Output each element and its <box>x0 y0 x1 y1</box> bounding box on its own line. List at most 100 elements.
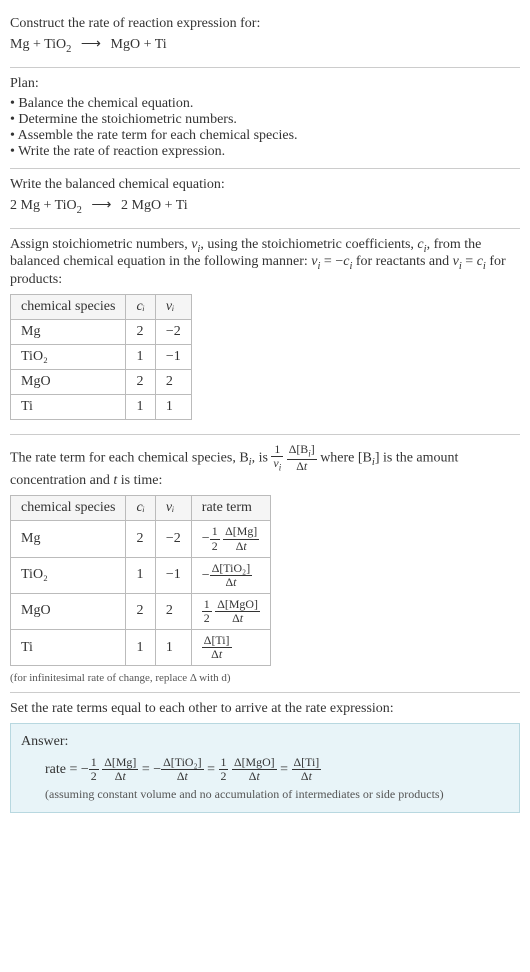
td-c: 2 <box>126 593 155 629</box>
dd-b: t <box>243 539 246 553</box>
d-den: Δt <box>215 612 260 625</box>
sp-tio2-sub: 2 <box>77 205 82 216</box>
frac-num: Δ[Bi] <box>287 443 317 460</box>
stoich-section: Assign stoichiometric numbers, νi, using… <box>10 229 520 436</box>
plan-list: Balance the chemical equation. Determine… <box>10 96 520 160</box>
frac-den: νi <box>271 457 283 473</box>
plus-2: + <box>140 37 155 52</box>
plan-section: Plan: Balance the chemical equation. Det… <box>10 68 520 169</box>
rt-text-c: where [B <box>320 451 372 466</box>
sign: − <box>202 531 210 546</box>
intro-section: Construct the rate of reaction expressio… <box>10 8 520 68</box>
rt-text-a: The rate term for each chemical species,… <box>10 451 249 466</box>
td-nu: 1 <box>155 395 191 420</box>
rateterm-table: chemical species cᵢ νᵢ rate term Mg 2 −2… <box>10 495 271 666</box>
th-ci-text: cᵢ <box>136 299 144 314</box>
coef-3: 2 <box>121 198 128 213</box>
td-c: 2 <box>126 370 155 395</box>
th-nui: νᵢ <box>155 295 191 320</box>
table-row: Mg 2 −2 −12 Δ[Mg]Δt <box>11 521 271 557</box>
rateterm-note: (for infinitesimal rate of change, repla… <box>10 672 520 684</box>
td-c: 1 <box>126 557 155 593</box>
td-sp: TiO₂ <box>11 557 126 593</box>
answer-box: Answer: rate = −12 Δ[Mg]Δt = −Δ[TiO₂]Δt … <box>10 723 520 813</box>
td-rate: −12 Δ[Mg]Δt <box>191 521 270 557</box>
sign: − <box>202 567 210 582</box>
d-frac: Δ[TiO₂]Δt <box>161 756 203 783</box>
table-row: Ti11 <box>11 395 192 420</box>
td-c: 2 <box>126 320 155 345</box>
answer-note: (assuming constant volume and no accumul… <box>21 787 509 802</box>
table-header-row: chemical species cᵢ νᵢ rate term <box>11 496 271 521</box>
dd-a: Δ <box>177 769 185 783</box>
frac-den-i: i <box>279 463 281 473</box>
td-nu: −2 <box>155 521 191 557</box>
rateterm-text: The rate term for each chemical species,… <box>10 443 520 489</box>
coef-den: 2 <box>202 612 212 625</box>
coef-frac: 12 <box>202 598 212 625</box>
stoich-text-a: Assign stoichiometric numbers, <box>10 237 191 252</box>
d-num: Δ[MgO] <box>232 756 277 770</box>
td-c: 1 <box>126 345 155 370</box>
coef-frac: 12 <box>89 756 99 783</box>
td-rate: Δ[Ti]Δt <box>191 630 270 666</box>
plan-heading: Plan: <box>10 76 520 92</box>
balanced-section: Write the balanced chemical equation: 2 … <box>10 169 520 229</box>
rt-text-e: is time: <box>117 473 162 488</box>
table-row: Mg2−2 <box>11 320 192 345</box>
sign: − <box>153 762 161 777</box>
td-sp: MgO <box>11 370 126 395</box>
reactant-tio2-sub: 2 <box>66 44 71 55</box>
td-nu: 1 <box>155 630 191 666</box>
td-nu: −2 <box>155 320 191 345</box>
table-header-row: chemical species cᵢ νᵢ <box>11 295 192 320</box>
plus-3: + <box>40 198 55 213</box>
td-c: 1 <box>126 395 155 420</box>
d-den: Δt <box>210 576 252 589</box>
d-num: Δ[Ti] <box>202 634 232 648</box>
product-ti: Ti <box>155 37 167 52</box>
table-row: TiO₂ 1 −1 −Δ[TiO₂]Δt <box>11 557 271 593</box>
th-nui-text: νᵢ <box>166 299 174 314</box>
th-nui: νᵢ <box>155 496 191 521</box>
th-ci-text: cᵢ <box>136 500 144 515</box>
table-row: TiO₂1−1 <box>11 345 192 370</box>
dd-a: Δ <box>232 611 240 625</box>
dd-b: t <box>122 769 125 783</box>
coef-frac: 12 <box>210 525 220 552</box>
plan-item: Balance the chemical equation. <box>10 96 520 112</box>
stoich-table: chemical species cᵢ νᵢ Mg2−2 TiO₂1−1 MgO… <box>10 294 192 420</box>
unbalanced-equation: Mg + TiO2 ⟶ MgO + Ti <box>10 36 520 55</box>
coef-num: 1 <box>219 756 229 770</box>
td-sp: Ti <box>11 630 126 666</box>
td-sp: MgO <box>11 593 126 629</box>
sp-mgo: MgO <box>132 198 162 213</box>
d-den: Δt <box>223 540 259 553</box>
th-species: chemical species <box>11 496 126 521</box>
rate-label: rate = <box>45 762 81 777</box>
stoich-text-b: , using the stoichiometric coefficients, <box>200 237 417 252</box>
td-sp: Mg <box>11 320 126 345</box>
th-ci: cᵢ <box>126 496 155 521</box>
coef-num: 1 <box>89 756 99 770</box>
plan-item: Write the rate of reaction expression. <box>10 144 520 160</box>
td-c: 2 <box>126 521 155 557</box>
reactant-mg: Mg <box>10 37 29 52</box>
dd-a: Δ <box>225 575 233 589</box>
d-num: Δ[MgO] <box>215 598 260 612</box>
final-heading: Set the rate terms equal to each other t… <box>10 701 520 717</box>
dt-a: Δ <box>296 459 304 473</box>
d-frac: Δ[Mg]Δt <box>102 756 138 783</box>
frac-dbi-dt: Δ[Bi]Δt <box>287 443 317 473</box>
dd-b: t <box>256 769 259 783</box>
final-section: Set the rate terms equal to each other t… <box>10 693 520 821</box>
answer-label: Answer: <box>21 734 509 750</box>
coef-den: 2 <box>89 770 99 783</box>
dbi-a: Δ[B <box>289 442 309 456</box>
d-num: Δ[Ti] <box>292 756 322 770</box>
plan-item: Assemble the rate term for each chemical… <box>10 128 520 144</box>
d-den: Δt <box>102 770 138 783</box>
eq2-eq: = <box>462 254 477 269</box>
table-row: MgO 2 2 12 Δ[MgO]Δt <box>11 593 271 629</box>
eq-2: = <box>207 762 218 777</box>
